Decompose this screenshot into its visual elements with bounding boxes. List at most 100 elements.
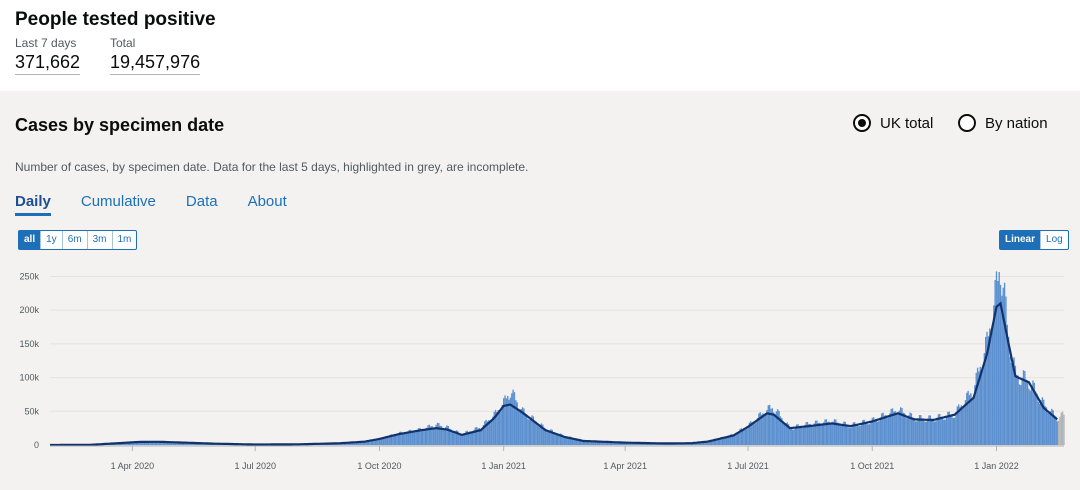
bar [771,408,774,445]
bar [531,415,533,445]
bar [943,419,945,445]
bar [361,441,363,445]
bar [162,441,165,445]
tab-cumulative[interactable]: Cumulative [80,193,156,210]
scale-linear-button[interactable]: Linear [1000,231,1042,249]
bar [736,433,738,445]
bar [809,423,811,445]
bar [951,414,953,445]
bar [1056,421,1058,445]
bar [931,418,933,445]
bar [1061,411,1064,445]
bar [357,442,359,445]
bar [976,367,979,445]
bar [378,438,381,445]
bar [908,415,910,445]
bar [798,426,801,445]
bar [151,441,154,445]
stat-value[interactable]: 19,457,976 [110,52,201,75]
bar [434,427,436,445]
bar [777,409,779,445]
bar [632,442,634,445]
bar [435,424,437,445]
bar [763,416,765,445]
bar [540,423,543,445]
bar [781,418,783,445]
bar [755,422,757,445]
bar [1009,356,1011,445]
radio-uk-total[interactable]: UK total [853,114,933,132]
bar [1020,385,1022,445]
bar [407,431,409,445]
bar [524,413,526,445]
bar [1041,397,1044,445]
bar [513,392,516,445]
bar [963,407,965,445]
bar [359,441,362,445]
bar [431,426,433,445]
bar [717,439,720,445]
radio-by-nation[interactable]: By nation [958,114,1048,132]
bar [128,442,131,445]
bar [612,442,614,445]
bar [1039,403,1041,445]
bar [505,398,508,445]
bar [881,413,883,445]
bar [898,410,900,445]
bar [928,415,930,445]
bar [404,433,406,445]
bar [841,423,844,445]
bar [1032,380,1034,445]
bar [586,440,589,445]
bar [386,437,389,445]
bar [511,393,513,445]
bar [444,427,447,445]
bar [967,390,969,445]
bar [701,441,703,445]
tab-daily[interactable]: Daily [15,193,51,216]
bar [353,442,355,445]
bar [500,411,502,445]
bar [860,423,863,445]
range-6m-button[interactable]: 6m [63,231,88,249]
time-range-selector: all 1y 6m 3m 1m [18,230,138,250]
tab-data[interactable]: Data [185,193,218,210]
bar [130,442,132,445]
bar [139,442,142,445]
bar [447,426,449,445]
bar [774,413,776,445]
bar [544,428,547,445]
bar [508,399,510,445]
scale-log-button[interactable]: Log [1046,234,1063,245]
bar [1040,400,1042,445]
bar [1017,375,1019,445]
bar [713,439,715,445]
bar [995,271,998,445]
bar [455,430,458,445]
bar [999,284,1002,445]
bar [918,415,921,445]
bar [164,441,166,445]
tab-about[interactable]: About [247,193,287,210]
bar [392,435,394,445]
bar [716,439,718,445]
bar [929,415,932,445]
bar [905,417,907,445]
bar [779,416,782,445]
bar [891,408,894,445]
bar [369,440,371,445]
bar [176,442,178,445]
bar [396,435,398,445]
range-1m-button[interactable]: 1m [117,234,132,245]
bar [1047,412,1049,445]
bar [584,440,586,445]
range-3m-button[interactable]: 3m [88,231,113,249]
range-all-button[interactable]: all [19,231,42,249]
range-1y-button[interactable]: 1y [41,231,63,249]
stat-value[interactable]: 371,662 [15,52,81,75]
bar [459,433,462,445]
bar [848,427,850,445]
bar [502,398,505,445]
bar [494,409,497,445]
